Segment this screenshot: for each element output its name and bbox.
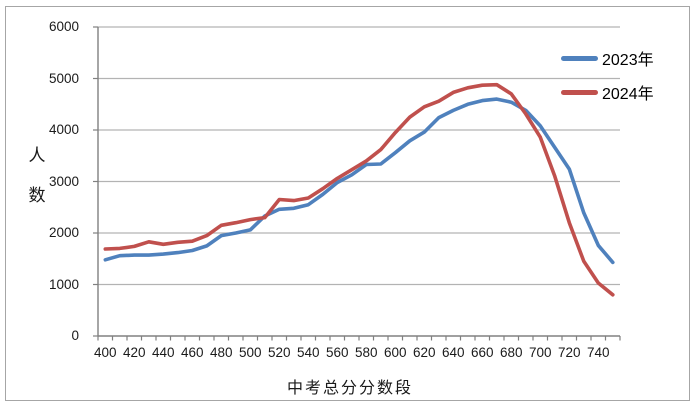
x-tick-label-700: 700 <box>528 345 552 360</box>
y-tick-label-5000: 5000 <box>48 70 79 86</box>
series-line-2024年 <box>103 82 615 297</box>
y-tick-label-3000: 3000 <box>48 173 79 189</box>
legend-item-2023: 2023年 <box>561 47 654 69</box>
y-tick-label-4000: 4000 <box>48 122 79 137</box>
y-tick-label-2000: 2000 <box>48 225 79 240</box>
legend-label-2024: 2024年 <box>602 86 654 103</box>
y-tick-label-6000: 6000 <box>48 19 79 34</box>
y-axis-title: 人数 <box>28 146 46 205</box>
x-axis-title: 中考总分分数段 <box>286 380 413 397</box>
x-tick-label-720: 720 <box>557 345 581 360</box>
x-tick-label-500: 500 <box>238 345 262 360</box>
legend: 2023年 2024年 <box>561 47 654 103</box>
legend-item-2024: 2024年 <box>561 81 654 103</box>
x-tick-label-420: 420 <box>122 345 146 360</box>
x-tick-label-480: 480 <box>209 345 233 360</box>
x-tick-label-540: 540 <box>296 345 320 360</box>
x-tick-label-440: 440 <box>151 345 175 360</box>
x-tick-label-580: 580 <box>354 345 378 360</box>
legend-swatch-2024 <box>561 89 598 95</box>
x-tick-label-620: 620 <box>412 345 436 360</box>
x-tick-label-520: 520 <box>267 345 291 360</box>
series-line-2023年 <box>103 97 615 265</box>
x-tick-label-600: 600 <box>383 345 407 360</box>
x-tick-label-460: 460 <box>180 345 204 360</box>
x-tick-label-740: 740 <box>586 345 610 360</box>
legend-swatch-2023 <box>561 55 598 61</box>
legend-label-2023: 2023年 <box>602 52 654 69</box>
y-tick-label-1000: 1000 <box>48 276 79 292</box>
x-tick-label-400: 400 <box>93 345 117 360</box>
x-tick-label-640: 640 <box>441 345 465 360</box>
x-tick-label-560: 560 <box>325 345 349 360</box>
x-tick-label-680: 680 <box>499 345 523 360</box>
x-tick-label-660: 660 <box>470 345 494 360</box>
chart-outer-border <box>5 6 690 401</box>
y-tick-label-0: 0 <box>71 328 79 343</box>
